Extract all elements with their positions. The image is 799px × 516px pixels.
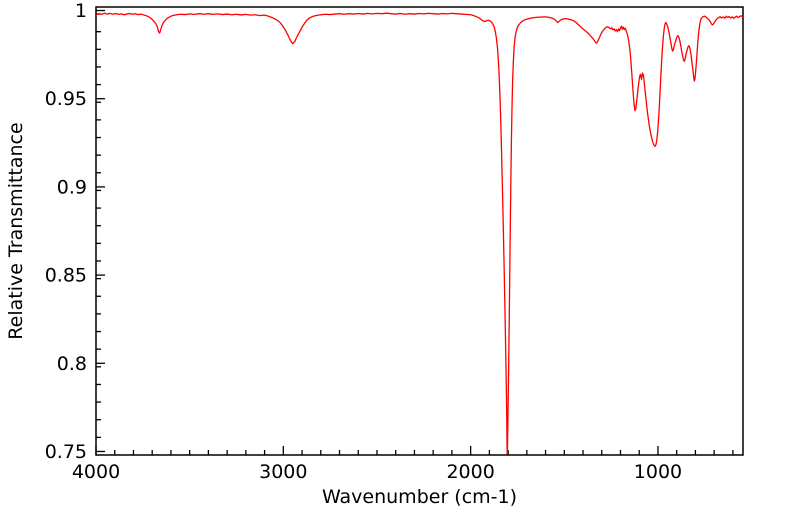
x-tick-label: 4000 bbox=[72, 461, 120, 483]
x-tick-label: 3000 bbox=[259, 461, 307, 483]
y-axis-title: Relative Transmittance bbox=[5, 122, 27, 339]
y-tick-label: 0.85 bbox=[45, 265, 87, 287]
x-axis-title: Wavenumber (cm-1) bbox=[322, 486, 517, 508]
spectrum-line bbox=[96, 12, 743, 455]
y-tick-label: 0.95 bbox=[45, 88, 87, 110]
y-tick-label: 1 bbox=[75, 0, 87, 22]
y-tick-label: 0.75 bbox=[45, 441, 87, 463]
axis-ticks bbox=[95, 9, 734, 455]
y-tick-label: 0.9 bbox=[57, 176, 87, 198]
axis-tick-labels: 4000 3000 2000 1000 0.75 0.8 0.85 0.9 0.95 1 bbox=[45, 0, 682, 483]
plot-frame bbox=[95, 6, 744, 456]
x-tick-label: 2000 bbox=[446, 461, 494, 483]
x-tick-label: 1000 bbox=[634, 461, 682, 483]
y-tick-label: 0.8 bbox=[57, 353, 87, 375]
